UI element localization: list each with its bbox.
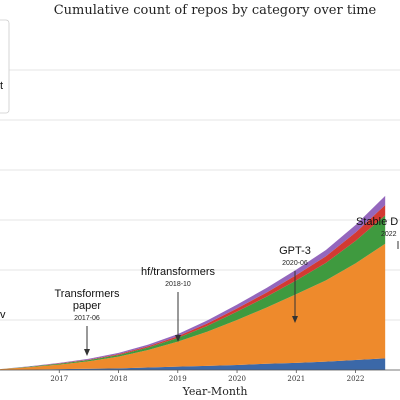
annotation-label: Stable D <box>356 216 398 228</box>
x-tick-label: 2018 <box>110 375 128 383</box>
annotation-arrow-head <box>292 316 298 323</box>
annotation-date: 2022 <box>381 231 397 238</box>
annotation-date: 2020-06 <box>282 260 308 267</box>
area-series-0 <box>0 358 386 370</box>
x-tick-label: 2017 <box>50 375 68 383</box>
annotation-date: 2018-10 <box>165 281 191 288</box>
annotation-transformers-paper: Transformers paper 2017-06 <box>55 288 120 356</box>
x-tick-label: 2019 <box>169 375 187 383</box>
x-tick-label: 2021 <box>287 375 305 383</box>
annotation-label: Transformers <box>55 288 120 300</box>
annotation-label: GPT-3 <box>279 245 311 257</box>
x-ticks: 2017 2018 2019 2020 2021 2022 <box>50 370 364 383</box>
stacked-areas <box>0 195 386 370</box>
annotation-arrow-head <box>84 349 90 356</box>
annotation-label: hf/transformers <box>141 266 215 278</box>
annotation-gpt3: GPT-3 2020-06 <box>279 245 311 323</box>
annotation-label: paper <box>73 300 101 312</box>
annotation-hf-transformers: hf/transformers 2018-10 <box>141 266 215 342</box>
legend-box <box>0 19 10 114</box>
x-axis-label: Year-Month <box>182 385 248 398</box>
annotation-date: 2017-06 <box>74 315 100 322</box>
annotation-stable-diffusion: Stable D 2022 <box>356 216 399 249</box>
x-tick-label: 2020 <box>228 375 246 383</box>
area-series-1 <box>0 243 386 370</box>
x-tick-label: 2022 <box>347 375 365 383</box>
chart-title: Cumulative count of repos by category ov… <box>54 3 377 18</box>
legend-fragment: t <box>0 80 3 92</box>
annotation-arrow-head <box>175 335 181 342</box>
annotation-fragment: v <box>0 309 6 321</box>
